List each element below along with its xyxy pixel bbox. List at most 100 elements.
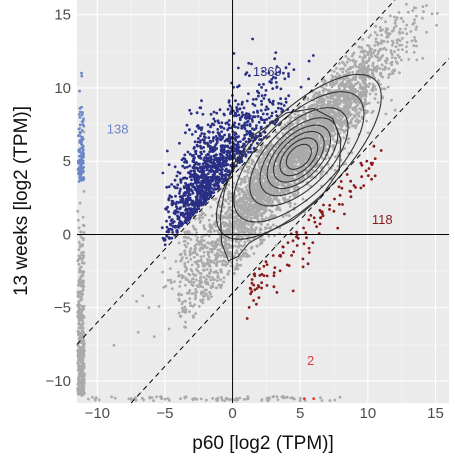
gray-point xyxy=(324,132,328,135)
gray-point xyxy=(205,288,208,292)
gray-point xyxy=(82,223,85,227)
gray-point xyxy=(381,28,384,32)
gray-point xyxy=(211,247,215,251)
up-regulated-point xyxy=(260,94,264,97)
gray-point xyxy=(351,117,354,120)
gray-point xyxy=(342,92,346,96)
gray-point xyxy=(220,396,223,399)
gray-point xyxy=(373,97,377,100)
gray-point xyxy=(255,154,258,158)
gray-point xyxy=(384,20,387,24)
gray-point xyxy=(392,15,396,19)
gray-point xyxy=(392,29,395,32)
gray-point xyxy=(173,280,176,283)
gray-point xyxy=(323,79,327,83)
up-regulated-point xyxy=(195,161,198,164)
gray-point xyxy=(204,277,208,281)
gray-point xyxy=(367,36,371,39)
gray-point xyxy=(197,305,201,308)
gray-point xyxy=(234,265,238,269)
gray-point xyxy=(193,244,197,248)
gray-point xyxy=(81,355,85,359)
gray-point xyxy=(305,157,308,161)
gray-point xyxy=(209,241,213,245)
gray-point xyxy=(293,112,297,116)
gray-point xyxy=(174,259,178,263)
gray-point xyxy=(81,280,85,284)
up-regulated-point xyxy=(260,86,263,89)
gray-point xyxy=(364,50,367,53)
gray-point xyxy=(184,299,187,303)
gray-point xyxy=(205,280,209,284)
gray-point xyxy=(310,112,313,116)
gray-point xyxy=(150,396,154,399)
gray-point xyxy=(421,5,425,8)
gray-point xyxy=(351,108,355,111)
gray-point xyxy=(348,71,351,74)
up-regulated-point xyxy=(168,194,172,198)
gray-point xyxy=(277,168,280,172)
gray-point xyxy=(369,33,372,37)
gray-point xyxy=(357,93,361,97)
gray-point xyxy=(189,257,193,261)
gray-point xyxy=(250,198,253,202)
gray-point xyxy=(365,119,368,123)
gray-point xyxy=(425,30,428,34)
gray-point xyxy=(394,56,397,60)
gray-point xyxy=(258,207,262,211)
gray-point xyxy=(273,197,276,201)
gray-point xyxy=(214,245,218,249)
gray-point xyxy=(262,197,265,200)
gray-point xyxy=(189,268,193,271)
gray-point xyxy=(267,144,271,148)
gray-point xyxy=(380,39,384,43)
gray-point xyxy=(364,86,367,89)
gray-point xyxy=(396,53,400,57)
gray-point xyxy=(374,24,377,28)
up-regulated-point xyxy=(165,225,169,229)
up-regulated-point xyxy=(263,121,266,124)
gray-point xyxy=(344,54,348,58)
gray-point xyxy=(216,229,220,233)
up-regulated-point xyxy=(167,163,171,167)
gray-point xyxy=(415,25,418,29)
gray-point xyxy=(76,361,80,365)
gray-point xyxy=(355,112,359,116)
gray-point xyxy=(363,68,367,72)
gray-point xyxy=(191,272,195,276)
gray-point xyxy=(338,74,342,77)
gray-point xyxy=(223,223,227,227)
gray-point xyxy=(194,293,198,297)
gray-point xyxy=(269,189,272,193)
gray-point xyxy=(260,146,264,150)
gray-point xyxy=(185,268,189,272)
gray-point xyxy=(343,129,347,133)
gray-point xyxy=(223,399,227,403)
gray-point xyxy=(199,275,203,279)
gray-point xyxy=(176,270,180,274)
up-regulated-point xyxy=(311,54,315,57)
gray-point xyxy=(180,252,183,256)
gray-point xyxy=(319,130,322,134)
gray-point xyxy=(216,276,220,279)
gray-point xyxy=(79,365,83,369)
gray-point xyxy=(222,280,226,284)
gray-point xyxy=(77,226,81,230)
gray-point xyxy=(256,173,260,177)
gray-point xyxy=(386,34,390,38)
gray-point xyxy=(188,273,192,277)
gray-point xyxy=(242,398,246,401)
gray-point xyxy=(295,161,298,165)
up-regulated-point xyxy=(224,172,228,176)
gray-point xyxy=(274,169,278,173)
gray-point xyxy=(80,311,83,314)
gray-point xyxy=(245,210,249,214)
gray-point xyxy=(183,395,187,399)
gray-point xyxy=(78,326,82,330)
gray-point xyxy=(80,258,84,262)
gray-point xyxy=(250,227,253,230)
gray-point xyxy=(177,311,181,315)
gray-point xyxy=(347,137,351,141)
gray-point xyxy=(78,385,82,389)
gray-point xyxy=(368,82,371,86)
